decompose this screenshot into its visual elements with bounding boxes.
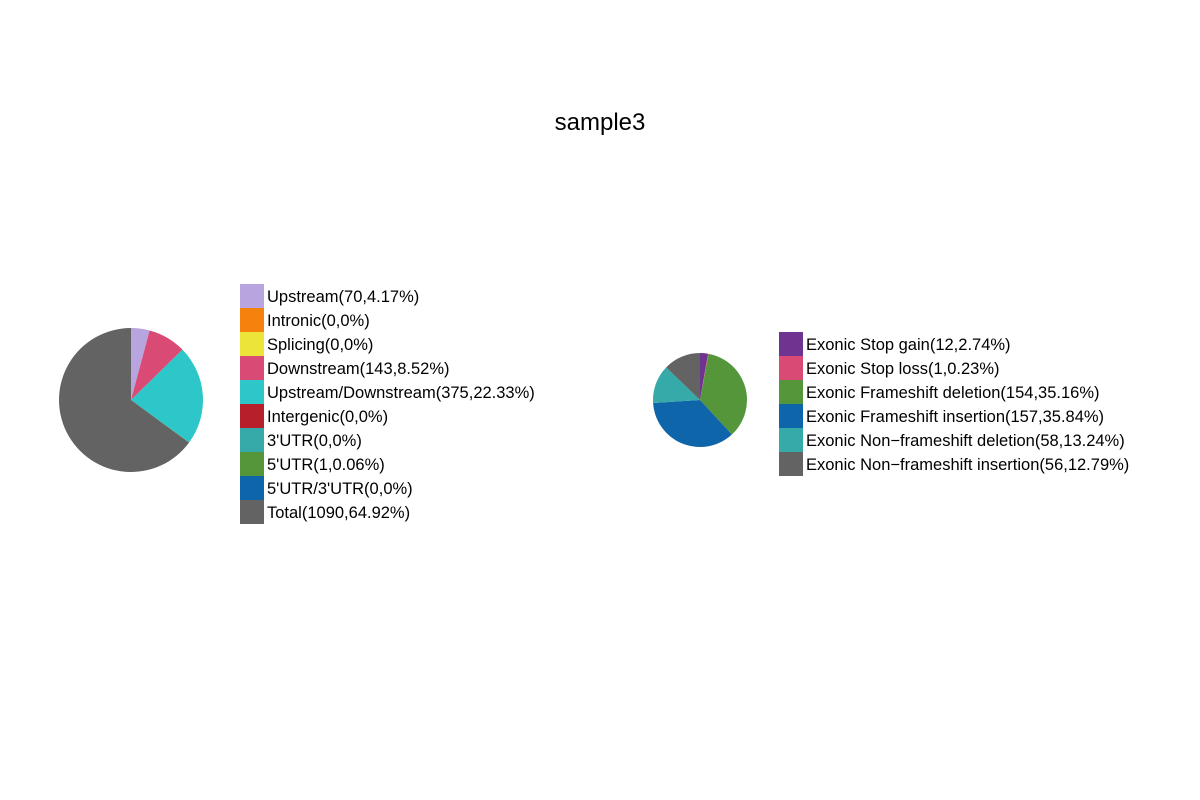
legend-label-exonic-non-frameshift-deletion: Exonic Non−frameshift deletion(58,13.24%… <box>806 432 1125 450</box>
legend-label-downstream: Downstream(143,8.52%) <box>267 360 450 378</box>
chart-title: sample3 <box>555 109 646 136</box>
pie-chart-annotation-regions <box>58 328 203 472</box>
pie-slice-exonic-non-frameshift-deletion <box>653 367 700 404</box>
legend-swatch-intronic <box>240 308 264 332</box>
legend-swatch-exonic-stop-loss <box>779 356 803 380</box>
legend-label-upstream: Upstream(70,4.17%) <box>267 288 419 306</box>
legend-swatch-intergenic <box>240 404 264 428</box>
legend-swatch-3-utr <box>240 428 264 452</box>
legend-swatch-total <box>240 500 264 524</box>
legend-label-exonic-frameshift-insertion: Exonic Frameshift insertion(157,35.84%) <box>806 408 1104 426</box>
pie-slice-exonic-frameshift-deletion <box>700 353 747 435</box>
legend-label-exonic-frameshift-deletion: Exonic Frameshift deletion(154,35.16%) <box>806 384 1100 402</box>
pie-slice-exonic-frameshift-insertion <box>653 400 732 447</box>
legend-label-exonic-stop-gain: Exonic Stop gain(12,2.74%) <box>806 336 1011 354</box>
legend-swatch-upstream <box>240 284 264 308</box>
legend-label-upstream-downstream: Upstream/Downstream(375,22.33%) <box>267 384 535 402</box>
pie-slice-upstream-downstream <box>131 349 203 443</box>
legend-label-intronic: Intronic(0,0%) <box>267 312 370 330</box>
legend-swatch-exonic-stop-gain <box>779 332 803 356</box>
legend-label-3-utr: 3'UTR(0,0%) <box>267 432 362 450</box>
legend-exonic-types: Exonic Stop gain(12,2.74%) Exonic Stop lo… <box>779 332 1129 476</box>
legend-swatch-splicing <box>240 332 264 356</box>
legend-label-5-utr-3-utr: 5'UTR/3'UTR(0,0%) <box>267 480 413 498</box>
legend-swatch-upstream-downstream <box>240 380 264 404</box>
legend-label-5-utr: 5'UTR(1,0.06%) <box>267 456 385 474</box>
legend-swatch-exonic-non-frameshift-insertion <box>779 452 803 476</box>
legend-swatch-exonic-frameshift-deletion <box>779 380 803 404</box>
legend-swatch-exonic-frameshift-insertion <box>779 404 803 428</box>
legend-label-exonic-non-frameshift-insertion: Exonic Non−frameshift insertion(56,12.79… <box>806 456 1129 474</box>
pie-slice-exonic-non-frameshift-insertion <box>666 353 700 400</box>
legend-swatch-exonic-non-frameshift-deletion <box>779 428 803 452</box>
pie-slice-downstream <box>131 330 183 400</box>
pie-slice-exonic-stop-loss <box>700 353 709 400</box>
pie-chart-exonic-types <box>653 353 747 447</box>
pie-slice-total <box>58 328 190 472</box>
pie-slice-exonic-stop-gain <box>700 353 709 400</box>
legend-swatch-5-utr <box>240 452 264 476</box>
pie-slice-5-utr <box>131 400 190 443</box>
legend-label-splicing: Splicing(0,0%) <box>267 336 373 354</box>
legend-label-exonic-stop-loss: Exonic Stop loss(1,0.23%) <box>806 360 1000 378</box>
legend-label-total: Total(1090,64.92%) <box>267 504 410 522</box>
pie-slice-upstream <box>131 328 150 400</box>
legend-swatch-5-utr-3-utr <box>240 476 264 500</box>
legend-annotation-regions: Upstream(70,4.17%) Intronic(0,0%) Splicing… <box>240 284 535 524</box>
legend-label-intergenic: Intergenic(0,0%) <box>267 408 388 426</box>
legend-swatch-downstream <box>240 356 264 380</box>
